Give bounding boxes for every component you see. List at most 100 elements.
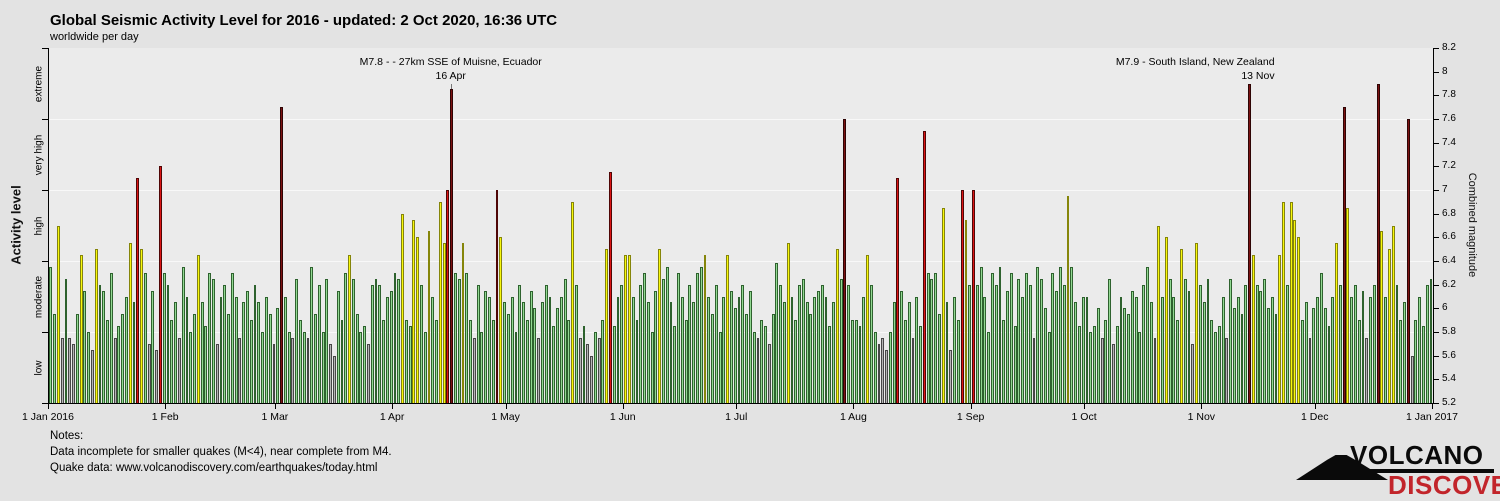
activity-level-label-extreme: extreme	[33, 65, 45, 102]
bar-day-127	[525, 320, 529, 403]
chart-subtitle: worldwide per day	[50, 31, 139, 43]
bar-day-313	[1229, 278, 1233, 403]
bar-day-348	[1361, 290, 1365, 403]
bar-day-22	[128, 243, 132, 403]
bar-day-329	[1289, 201, 1293, 403]
notes-line-data-completeness: Data incomplete for smaller quakes (M<4)…	[50, 446, 392, 458]
bar-day-214	[854, 320, 858, 403]
bar-day-32	[166, 284, 170, 403]
chart-title: Global Seismic Activity Level for 2016 -…	[50, 12, 558, 29]
bar-day-18	[113, 337, 117, 403]
bar-day-292	[1149, 302, 1153, 403]
bar-day-86	[370, 284, 374, 403]
bar-day-185	[745, 314, 749, 403]
bar-day-144	[590, 355, 594, 403]
activity-level-label-very-high: very high	[33, 134, 45, 175]
bar-day-357	[1395, 284, 1399, 403]
right-axis-tick-7	[1433, 190, 1439, 191]
bar-day-51	[238, 337, 242, 403]
bar-day-147	[601, 320, 605, 403]
bar-day-150	[612, 326, 616, 403]
x-axis-label-1-May: 1 May	[491, 411, 520, 423]
bar-day-61	[276, 308, 280, 403]
left-axis-tick-2	[42, 190, 48, 191]
bar-day-188	[756, 337, 760, 403]
bar-day-162	[658, 249, 662, 403]
bar-day-335	[1312, 308, 1316, 403]
right-axis-title: Combined magnitude	[1466, 172, 1478, 278]
bar-day-50	[234, 296, 238, 403]
bar-day-305	[1198, 284, 1202, 403]
bar-day-74	[325, 278, 329, 403]
bar-day-251	[994, 284, 998, 403]
bar-day-308	[1210, 320, 1214, 403]
bar-day-330	[1293, 219, 1297, 403]
bar-day-282	[1111, 343, 1115, 403]
bar-day-92	[393, 272, 397, 403]
bar-day-194	[779, 284, 783, 403]
bar-day-359	[1403, 302, 1407, 403]
bar-day-12	[90, 349, 94, 403]
bar-day-321	[1259, 290, 1263, 403]
bar-day-298	[1172, 296, 1176, 403]
bar-day-210	[839, 278, 843, 403]
right-axis-label-5.6: 5.6	[1442, 349, 1456, 361]
bar-day-93	[397, 278, 401, 403]
bar-day-78	[340, 320, 344, 403]
activity-level-label-high: high	[33, 216, 45, 235]
right-axis-label-6.4: 6.4	[1442, 255, 1456, 266]
bar-day-283	[1115, 326, 1119, 403]
bar-day-196	[786, 243, 790, 403]
notes-line-source-url: Quake data: www.volcanodiscovery.com/ear…	[50, 462, 378, 474]
right-axis-label-7: 7	[1442, 184, 1448, 195]
bar-day-129	[533, 308, 537, 403]
bar-day-66	[295, 278, 299, 403]
bar-day-338	[1323, 308, 1327, 403]
bar-day-173	[699, 266, 703, 403]
bar-day-288	[1134, 296, 1138, 403]
left-axis-tick-3	[42, 261, 48, 262]
bar-day-39	[193, 314, 196, 403]
bar-day-312	[1225, 337, 1229, 403]
bar-day-345	[1350, 296, 1354, 403]
right-axis-tick-7.4	[1433, 142, 1439, 144]
bar-day-327	[1282, 201, 1286, 403]
bar-day-363	[1418, 296, 1422, 403]
bar-day-123	[510, 296, 514, 403]
bar-day-23	[132, 302, 136, 403]
bar-day-332	[1301, 320, 1304, 403]
right-axis-tick-7.8	[1433, 95, 1439, 97]
bar-day-240	[953, 296, 957, 403]
bar-day-80	[348, 255, 351, 403]
right-axis-label-6.6: 6.6	[1442, 231, 1456, 243]
bar-day-252	[998, 266, 1002, 403]
bar-day-71	[314, 314, 317, 403]
bar-day-361	[1410, 355, 1414, 403]
annotation-1-text: M7.8 - - 27km SSE of Muisne, Ecuador	[359, 56, 542, 68]
bar-day-286	[1127, 314, 1130, 403]
x-axis-label-1-Oct: 1 Oct	[1071, 411, 1097, 423]
bar-day-73	[321, 332, 325, 403]
bar-day-190	[764, 326, 767, 403]
right-axis-tick-6.8	[1433, 213, 1439, 215]
bar-day-349	[1365, 337, 1369, 403]
bar-day-90	[385, 296, 389, 403]
bar-day-113	[472, 337, 476, 403]
annotation-1-pointer	[450, 84, 452, 90]
bar-day-152	[620, 284, 624, 403]
bar-day-235	[934, 272, 938, 403]
bar-day-8	[75, 314, 79, 403]
bar-day-99	[419, 284, 423, 403]
bar-day-67	[298, 320, 302, 403]
bar-day-114	[476, 284, 480, 403]
bar-day-328	[1285, 284, 1289, 403]
bar-day-248	[983, 296, 987, 403]
bar-day-233	[926, 272, 930, 403]
bar-day-294	[1157, 225, 1161, 403]
bar-day-270	[1066, 195, 1070, 403]
bar-day-346	[1353, 284, 1357, 403]
bar-day-229	[911, 337, 915, 403]
bar-day-320	[1255, 284, 1259, 403]
bar-day-243	[964, 219, 968, 403]
bar-day-72	[317, 284, 321, 403]
